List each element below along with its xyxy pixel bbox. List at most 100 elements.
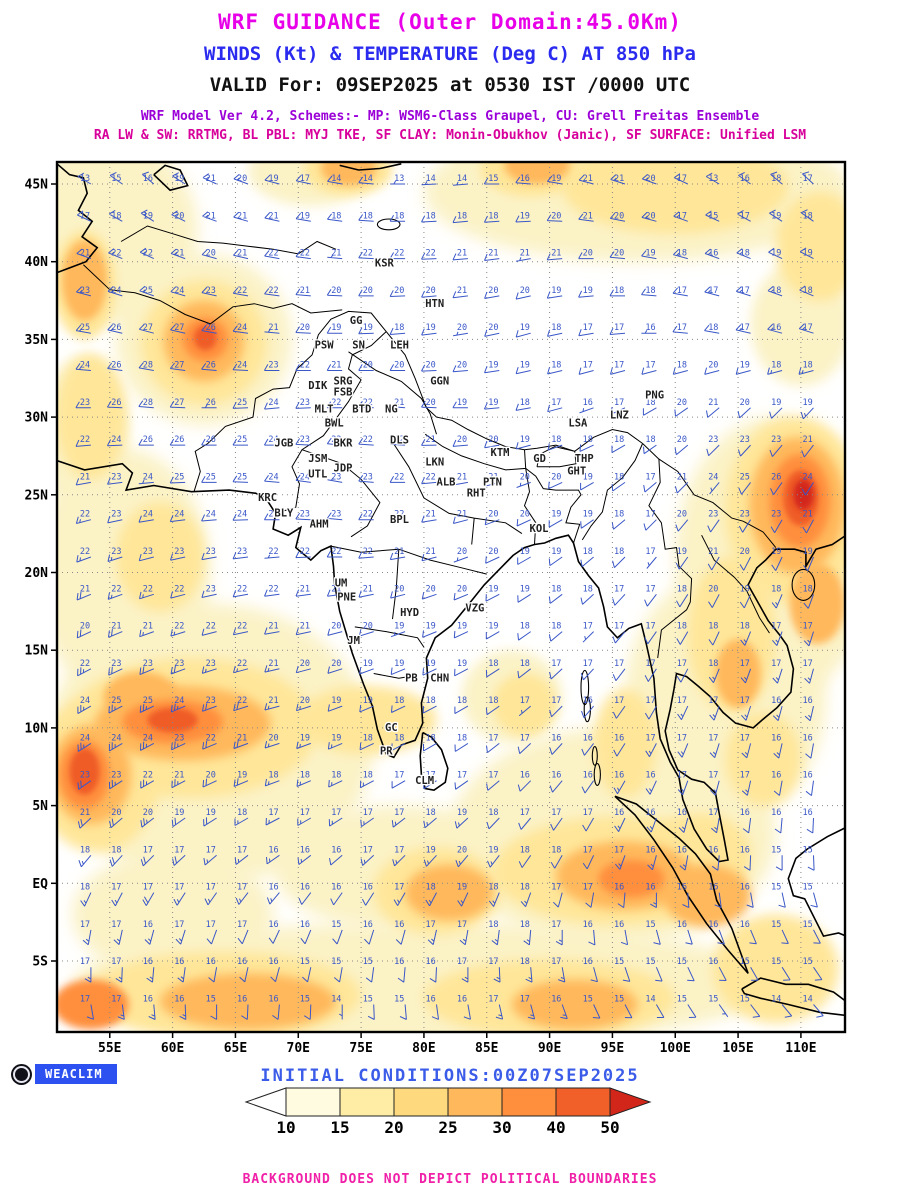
wind-barbs-layer: 13 15 16 19 21 20 19 17 14 14 13 14 14 15 16 19 21 21 20 17…	[75, 171, 824, 1020]
temperature-value: 17	[520, 995, 530, 1005]
temperature-value: 15	[677, 995, 687, 1005]
station-label: LSA	[568, 417, 588, 429]
temperature-value: 17	[645, 472, 655, 482]
temperature-value: 16	[551, 733, 561, 743]
temperature-value: 21	[80, 249, 90, 259]
temperature-value: 16	[771, 323, 781, 333]
temperature-value: 18	[551, 323, 561, 333]
temperature-value: 20	[394, 361, 404, 371]
temperature-value: 22	[111, 249, 121, 259]
temperature-value: 16	[551, 771, 561, 781]
temperature-value: 17	[237, 920, 247, 930]
temperature-value: 15	[583, 995, 593, 1005]
temperature-value: 22	[237, 659, 247, 669]
temperature-value: 25	[80, 323, 90, 333]
temperature-value: 21	[803, 435, 813, 445]
temperature-value: 16	[331, 883, 341, 893]
temperature-value: 23	[708, 435, 718, 445]
temperature-value: 17	[394, 883, 404, 893]
temperature-value: 15	[331, 920, 341, 930]
temperature-value: 20	[394, 286, 404, 296]
temperature-value: 20	[426, 398, 436, 408]
temperature-value: 24	[174, 696, 184, 706]
temperature-value: 17	[143, 883, 153, 893]
temperature-value: 16	[645, 883, 655, 893]
station-labels-layer: KSR HTN GG PSW SN LEH SRG GGN DIK FSB PNG MLT BTD NG B…	[257, 256, 665, 788]
temperature-value: 18	[111, 211, 121, 221]
temperature-value: 16	[740, 845, 750, 855]
temperature-value: 17	[80, 920, 90, 930]
temperature-value: 22	[394, 510, 404, 520]
graticule-layer	[57, 162, 845, 1032]
model-config-line1: WRF Model Ver 4.2, Schemes:- MP: WSM6-Cl…	[140, 109, 760, 124]
temperature-value: 20	[174, 211, 184, 221]
temperature-value: 26	[111, 398, 121, 408]
temperature-value: 17	[677, 211, 687, 221]
temperature-value: 16	[300, 920, 310, 930]
temperature-value: 16	[457, 995, 467, 1005]
temperature-value: 18	[614, 472, 624, 482]
station-label: CHN	[430, 672, 449, 684]
temperature-value: 19	[394, 622, 404, 632]
temperature-value: 15	[363, 957, 373, 967]
temperature-value: 21	[457, 286, 467, 296]
temperature-value: 26	[206, 323, 216, 333]
temperature-value: 18	[677, 622, 687, 632]
temperature-value: 16	[614, 771, 624, 781]
temperature-value: 16	[520, 174, 530, 184]
temperature-value: 14	[363, 174, 373, 184]
temperature-value: 21	[520, 249, 530, 259]
temperature-value: 18	[488, 883, 498, 893]
temperature-value: 22	[80, 547, 90, 557]
station-label: GC	[385, 722, 398, 734]
temperature-value: 16	[677, 808, 687, 818]
station-label: BWL	[325, 417, 344, 429]
temperature-value: 20	[426, 286, 436, 296]
temperature-value: 21	[708, 398, 718, 408]
temperature-value: 17	[394, 808, 404, 818]
temperature-value: 14	[645, 995, 655, 1005]
weaclim-badge: WEACLIM	[12, 1064, 117, 1084]
temperature-value: 17	[645, 733, 655, 743]
temperature-value: 24	[237, 323, 247, 333]
lat-tick-label: 20N	[25, 566, 49, 581]
temperature-value: 15	[206, 995, 216, 1005]
temperature-value: 17	[174, 883, 184, 893]
station-label: JDP	[334, 463, 353, 475]
temperature-value: 16	[677, 883, 687, 893]
temperature-value: 15	[488, 174, 498, 184]
temperature-value: 14	[331, 174, 341, 184]
temperature-value: 16	[268, 957, 278, 967]
station-label: UTL	[308, 469, 327, 481]
temperature-value: 16	[771, 733, 781, 743]
temperature-value: 17	[551, 920, 561, 930]
temperature-value: 15	[740, 957, 750, 967]
temperature-value: 22	[237, 622, 247, 632]
temperature-value: 20	[645, 174, 655, 184]
temperature-value: 17	[331, 808, 341, 818]
temperature-value: 21	[331, 249, 341, 259]
temperature-value: 19	[551, 174, 561, 184]
temperature-value: 17	[803, 174, 813, 184]
temperature-value: 15	[363, 995, 373, 1005]
temperature-value: 17	[394, 771, 404, 781]
temperature-value: 16	[708, 845, 718, 855]
temperature-value: 20	[677, 510, 687, 520]
station-label: VZG	[465, 602, 484, 614]
lon-tick-label: 110E	[785, 1041, 816, 1056]
temperature-value: 25	[143, 696, 153, 706]
temperature-value: 18	[645, 286, 655, 296]
temperature-value: 19	[300, 733, 310, 743]
temperature-value: 18	[488, 808, 498, 818]
temperature-value: 22	[268, 547, 278, 557]
temperature-value: 26	[143, 435, 153, 445]
temperature-value: 18	[551, 584, 561, 594]
temperature-value: 21	[363, 584, 373, 594]
temperature-value: 19	[143, 211, 153, 221]
temperature-value: 17	[740, 323, 750, 333]
temperature-value: 22	[268, 286, 278, 296]
temperature-value: 24	[80, 361, 90, 371]
temperature-value: 18	[488, 696, 498, 706]
station-label: BKR	[334, 438, 354, 450]
temperature-value: 17	[520, 696, 530, 706]
